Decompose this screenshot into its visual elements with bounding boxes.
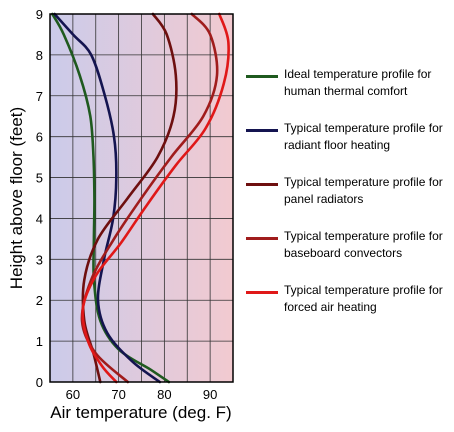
y-tick-label: 8 bbox=[36, 48, 43, 63]
legend-item: Typical temperature profile for forced a… bbox=[246, 282, 452, 320]
x-tick-label: 70 bbox=[111, 387, 125, 402]
legend-label: Typical temperature profile for radiant … bbox=[284, 121, 443, 152]
series-line-1 bbox=[53, 12, 162, 384]
y-tick-labels: 0 1 2 3 4 5 6 7 8 9 bbox=[36, 7, 43, 390]
series-line-2 bbox=[81, 12, 178, 384]
y-tick-label: 1 bbox=[36, 334, 43, 349]
legend-label: Ideal temperature profile for human ther… bbox=[284, 67, 432, 98]
legend-item: Typical temperature profile for panel ra… bbox=[246, 174, 452, 212]
y-tick-label: 5 bbox=[36, 171, 43, 186]
x-tick-label: 90 bbox=[203, 387, 217, 402]
legend-swatch bbox=[246, 129, 278, 132]
legend-item: Typical temperature profile for radiant … bbox=[246, 120, 452, 158]
legend-label: Typical temperature profile for baseboar… bbox=[284, 229, 443, 260]
y-tick-label: 0 bbox=[36, 375, 43, 390]
legend-swatch bbox=[246, 75, 278, 78]
legend-item: Ideal temperature profile for human ther… bbox=[246, 66, 452, 104]
legend: Ideal temperature profile for human ther… bbox=[246, 66, 452, 336]
y-tick-label: 6 bbox=[36, 130, 43, 145]
y-tick-label: 3 bbox=[36, 252, 43, 267]
legend-swatch bbox=[246, 291, 278, 294]
legend-item: Typical temperature profile for baseboar… bbox=[246, 228, 452, 266]
x-tick-labels: 60 70 80 90 bbox=[66, 387, 218, 402]
grid bbox=[50, 14, 233, 382]
series-line-4 bbox=[81, 12, 230, 384]
legend-swatch bbox=[246, 237, 278, 240]
x-tick-label: 60 bbox=[66, 387, 80, 402]
y-tick-label: 4 bbox=[36, 211, 43, 226]
x-tick-label: 80 bbox=[157, 387, 171, 402]
legend-label: Typical temperature profile for panel ra… bbox=[284, 175, 443, 206]
y-tick-label: 7 bbox=[36, 89, 43, 104]
y-tick-label: 2 bbox=[36, 293, 43, 308]
series-lines bbox=[51, 12, 230, 384]
y-axis-label: Height above floor (feet) bbox=[7, 107, 26, 289]
plot-frame bbox=[49, 13, 234, 383]
legend-label: Typical temperature profile for forced a… bbox=[284, 283, 443, 314]
x-axis-label: Air temperature (deg. F) bbox=[50, 403, 231, 422]
y-tick-label: 9 bbox=[36, 7, 43, 22]
legend-swatch bbox=[246, 183, 278, 186]
